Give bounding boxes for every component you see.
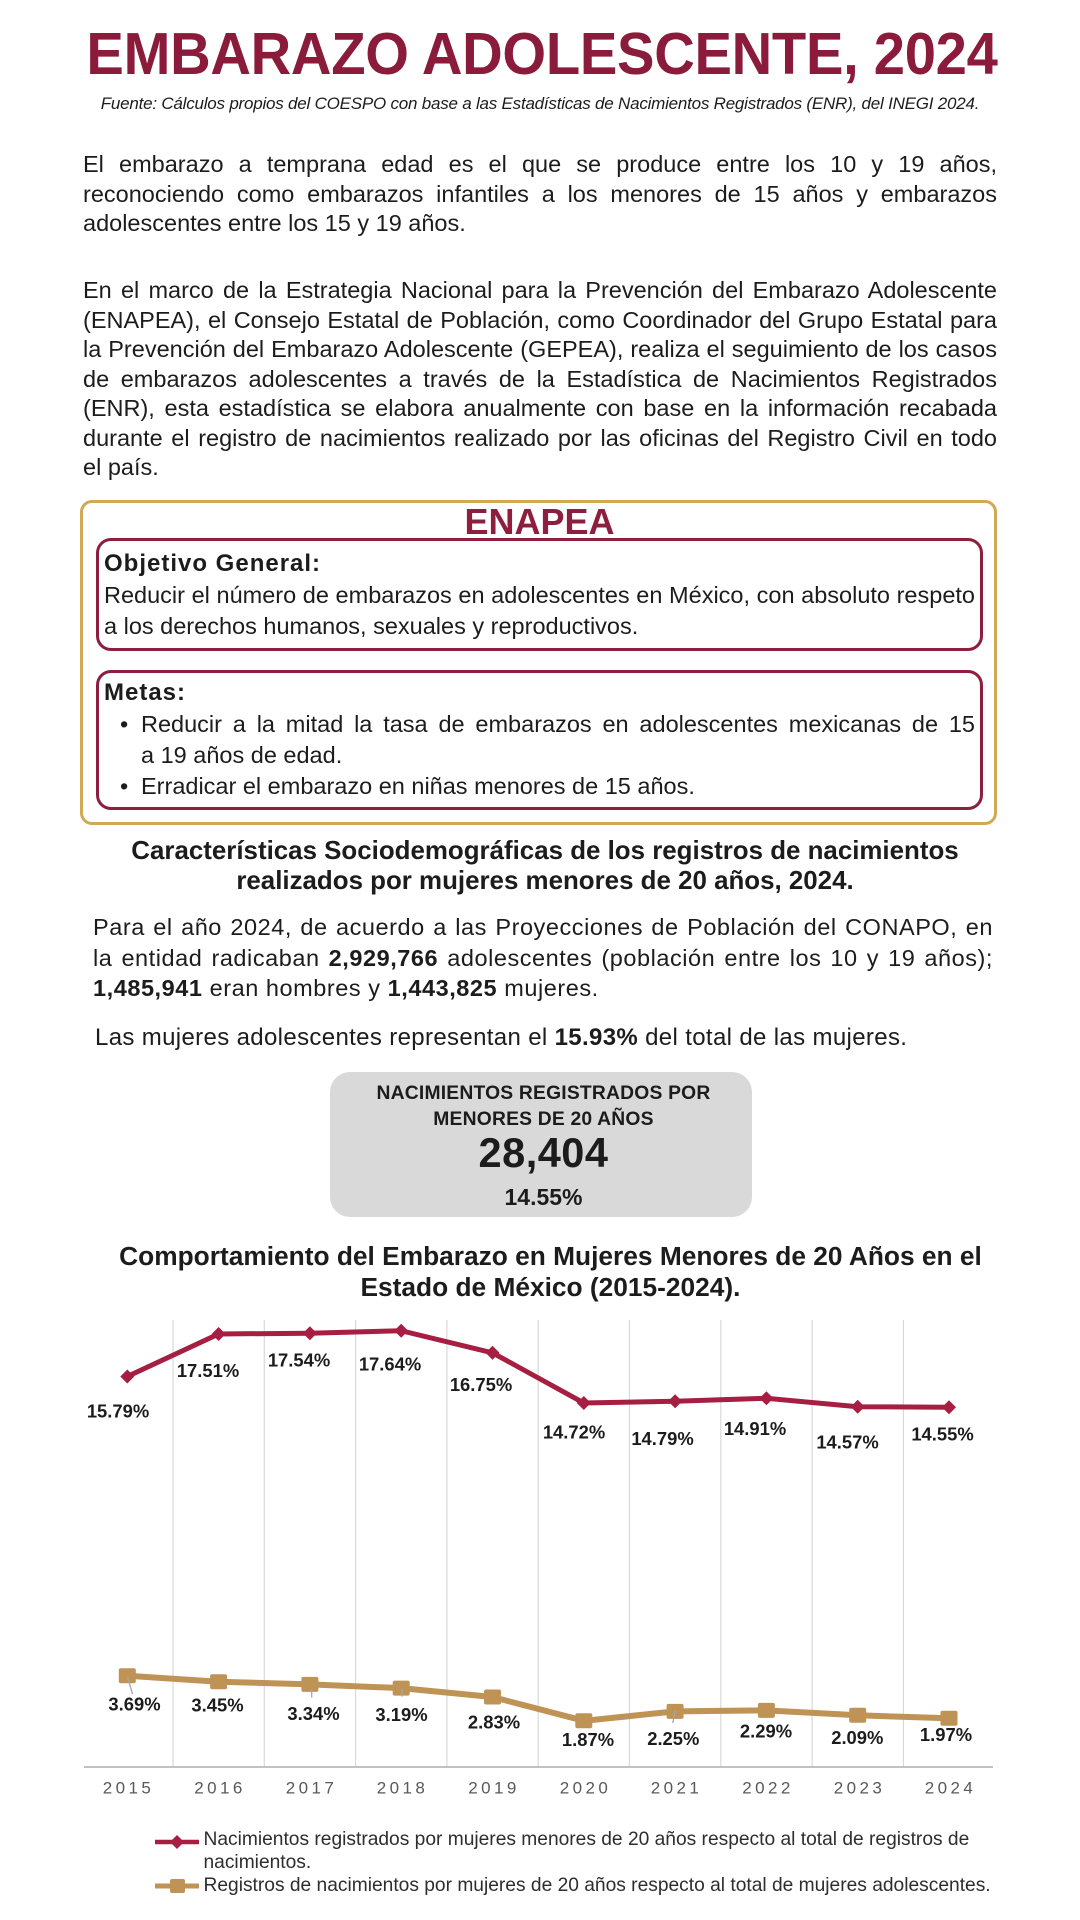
svg-text:2020: 2020 bbox=[560, 1779, 611, 1798]
svg-text:2.25%: 2.25% bbox=[647, 1728, 699, 1749]
svg-text:17.64%: 17.64% bbox=[359, 1354, 421, 1375]
svg-text:1.87%: 1.87% bbox=[562, 1729, 614, 1750]
svg-text:14.79%: 14.79% bbox=[631, 1428, 693, 1449]
svg-text:2015: 2015 bbox=[103, 1779, 154, 1798]
svg-text:3.19%: 3.19% bbox=[375, 1704, 427, 1725]
svg-text:2016: 2016 bbox=[194, 1779, 245, 1798]
svg-text:2018: 2018 bbox=[377, 1779, 428, 1798]
svg-text:2022: 2022 bbox=[742, 1779, 793, 1798]
svg-text:2.29%: 2.29% bbox=[740, 1721, 792, 1742]
svg-text:14.91%: 14.91% bbox=[724, 1418, 786, 1439]
svg-text:17.51%: 17.51% bbox=[177, 1360, 239, 1381]
svg-text:2.09%: 2.09% bbox=[831, 1727, 883, 1748]
svg-text:14.57%: 14.57% bbox=[816, 1432, 878, 1453]
svg-text:2017: 2017 bbox=[286, 1779, 337, 1798]
svg-text:2023: 2023 bbox=[834, 1779, 885, 1798]
svg-text:16.75%: 16.75% bbox=[450, 1374, 512, 1395]
svg-text:14.55%: 14.55% bbox=[911, 1424, 973, 1445]
svg-text:17.54%: 17.54% bbox=[268, 1350, 330, 1371]
svg-text:1.97%: 1.97% bbox=[920, 1724, 972, 1745]
svg-text:2024: 2024 bbox=[925, 1779, 976, 1798]
svg-text:2021: 2021 bbox=[651, 1779, 702, 1798]
svg-text:3.45%: 3.45% bbox=[191, 1695, 243, 1716]
svg-text:2019: 2019 bbox=[468, 1779, 519, 1798]
svg-text:3.34%: 3.34% bbox=[287, 1703, 339, 1724]
svg-text:2.83%: 2.83% bbox=[468, 1712, 520, 1733]
svg-text:14.72%: 14.72% bbox=[543, 1422, 605, 1443]
svg-text:15.79%: 15.79% bbox=[87, 1401, 149, 1422]
svg-text:3.69%: 3.69% bbox=[108, 1694, 160, 1715]
